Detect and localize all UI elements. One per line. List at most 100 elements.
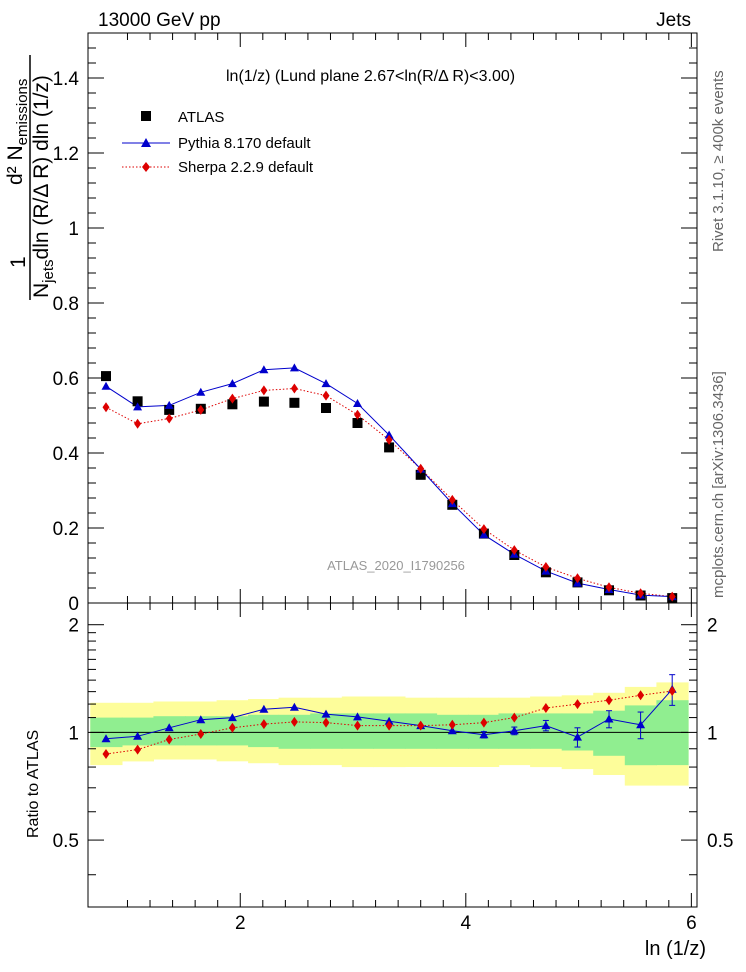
- ratio-pythia-point: [289, 702, 299, 711]
- ratio-sherpa-point: [448, 719, 456, 730]
- main-ylabel: 1 d² Nemissions Njetsdln (R/Δ R) dln (1/…: [4, 55, 57, 300]
- legend-sherpa-marker: [142, 162, 150, 172]
- sherpa-point: [605, 582, 613, 593]
- sherpa-point: [574, 573, 581, 584]
- pythia-point: [133, 402, 143, 411]
- atlas-point: [321, 403, 331, 413]
- ratio-pythia-point: [479, 730, 489, 739]
- ratio-sherpa-point: [417, 720, 425, 731]
- atlas-point: [132, 396, 143, 407]
- sherpa-point: [197, 404, 205, 415]
- ratio-y-tick-label: 1: [68, 723, 79, 744]
- ratio-y-tick-label-right: 1: [707, 723, 718, 744]
- ratio-sherpa-point: [574, 699, 581, 710]
- ratio-sherpa-point: [322, 717, 330, 728]
- sherpa-point: [385, 434, 393, 445]
- ratio-pythia-point: [259, 704, 269, 713]
- atlas-point: [227, 399, 238, 410]
- x-tick-label: 2: [235, 913, 246, 934]
- ratio-y-tick-label-right: 2: [707, 616, 718, 637]
- ylabel-numerator: d² Nemissions: [4, 79, 31, 185]
- ratio-sherpa-point: [165, 734, 173, 745]
- atlas-point: [101, 371, 111, 382]
- ylabel-denominator-rest: dln (R/Δ R) dln (1/z): [30, 75, 53, 259]
- sherpa-point: [134, 418, 142, 429]
- ratio-sherpa-point: [480, 717, 488, 728]
- ratio-pythia-point: [227, 713, 237, 722]
- plot-title: ln(1/z) (Lund plane 2.67<ln(R/Δ R)<3.00): [226, 68, 515, 85]
- ylabel-denominator-n: N: [30, 283, 53, 298]
- legend: ATLAS Pythia 8.170 default Sherpa 2.2.9 …: [122, 109, 314, 176]
- ratio-pythia-point: [101, 734, 111, 743]
- ylabel-denominator: Njetsdln (R/Δ R) dln (1/z): [30, 75, 57, 298]
- ratio-sherpa-point: [197, 729, 205, 739]
- ratio-series: [101, 674, 677, 759]
- sherpa-point: [542, 562, 550, 572]
- ratio-pythia-point: [573, 732, 582, 741]
- ylabel-numerator-main: d² N: [4, 145, 27, 185]
- sherpa-point: [448, 494, 456, 505]
- rivet-label: Rivet 3.1.10, ≥ 400k events: [710, 70, 727, 252]
- pythia-point: [384, 430, 394, 439]
- legend-pythia-marker: [141, 138, 151, 147]
- y-tick-label: 0.4: [53, 444, 80, 465]
- band-green-10: [404, 713, 438, 749]
- sherpa-point: [480, 524, 488, 535]
- ratio-pythia-point: [447, 726, 457, 735]
- ylabel-one: 1: [7, 256, 30, 268]
- sherpa-point: [354, 409, 361, 420]
- ratio-ylabel: Ratio to ATLAS: [25, 730, 42, 838]
- ratio-pythia-point: [164, 723, 174, 732]
- axes: 2 4 6 0 0.2 0.4 0.6 0.8 1 1.2 1.4 0.5 0.5 1 1 2 2: [53, 32, 733, 934]
- ratio-pythia-point: [541, 721, 551, 730]
- ratio-y-tick-label: 0.5: [53, 831, 79, 852]
- x-axis-label: ln (1/z): [645, 938, 706, 960]
- watermark-label: ATLAS_2020_I1790256: [327, 558, 465, 573]
- ratio-pythia-point: [196, 715, 206, 724]
- sherpa-point: [260, 385, 268, 396]
- pythia-point: [321, 379, 331, 388]
- ratio-sherpa-point: [134, 744, 142, 755]
- x-tick-label: 6: [686, 913, 697, 934]
- pythia-point: [479, 530, 489, 539]
- y-tick-label: 0.2: [53, 519, 79, 540]
- y-tick-label: 0.8: [53, 294, 79, 315]
- sherpa-point: [290, 383, 298, 394]
- mcplots-label: mcplots.cern.ch [arXiv:1306.3436]: [710, 371, 727, 598]
- band-green-1: [121, 717, 154, 746]
- y-tick-label: 0.6: [53, 369, 79, 390]
- sherpa-point: [417, 463, 425, 474]
- ratio-sherpa-point: [385, 720, 393, 731]
- ratio-pythia-point: [636, 720, 646, 729]
- pythia-point: [196, 387, 206, 396]
- legend-atlas-label: ATLAS: [178, 109, 224, 126]
- sherpa-point: [165, 413, 173, 424]
- legend-atlas-marker: [141, 111, 151, 121]
- ratio-pythia-point: [321, 709, 331, 718]
- y-tick-label: 1.2: [53, 144, 79, 165]
- ylabel-denominator-sub: jets: [40, 259, 57, 283]
- x-tick-label: 4: [461, 913, 472, 934]
- atlas-point: [164, 404, 175, 415]
- pythia-point: [353, 399, 362, 407]
- legend-pythia-label: Pythia 8.170 default: [178, 135, 311, 152]
- atlas-point: [352, 418, 363, 428]
- y-tick-label: 1: [68, 219, 79, 240]
- pythia-point: [164, 400, 174, 409]
- ratio-sherpa-point: [260, 719, 268, 730]
- pythia-point: [101, 381, 111, 390]
- ratio-sherpa-point: [228, 722, 236, 733]
- pythia-point: [289, 363, 299, 372]
- main-series: [101, 363, 678, 604]
- atlas-point: [289, 397, 300, 408]
- ratio-y-tick-label-right: 0.5: [707, 831, 733, 852]
- ratio-pythia-point: [604, 714, 614, 723]
- pythia-point: [227, 379, 237, 388]
- atlas-point: [384, 442, 395, 453]
- ratio-sherpa-point: [668, 686, 676, 696]
- y-tick-label: 1.4: [53, 69, 80, 90]
- sherpa-point: [668, 591, 676, 602]
- sherpa-point: [102, 402, 110, 413]
